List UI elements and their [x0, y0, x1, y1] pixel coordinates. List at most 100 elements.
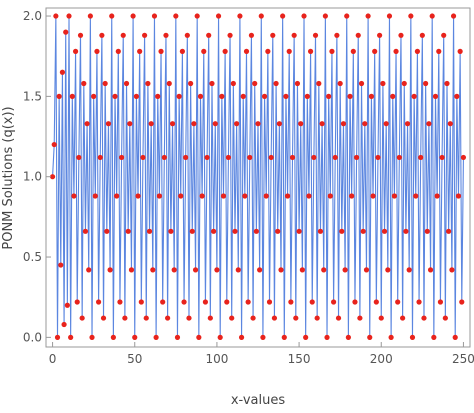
data-point	[191, 121, 197, 127]
data-point	[455, 193, 462, 199]
data-point	[119, 154, 125, 161]
data-point	[97, 154, 103, 161]
data-point	[95, 299, 102, 305]
data-point	[128, 267, 135, 273]
data-point	[450, 13, 457, 19]
data-point	[459, 299, 465, 305]
plot-frame	[45, 7, 471, 348]
data-point	[401, 80, 407, 87]
data-point	[331, 299, 337, 305]
data-point	[284, 193, 291, 199]
data-point	[127, 121, 133, 127]
series-line-layer	[52, 16, 464, 338]
data-point	[64, 302, 70, 308]
data-point	[84, 121, 90, 127]
data-point	[71, 193, 77, 199]
data-point	[327, 193, 333, 199]
y-tick-label: 0.0	[23, 330, 42, 344]
data-point	[72, 48, 79, 54]
data-point	[288, 299, 294, 305]
y-axis-label: PONM Solutions (q(x))	[1, 106, 16, 249]
data-point	[120, 32, 126, 38]
data-point	[316, 80, 322, 87]
x-tick-label: 250	[452, 352, 474, 366]
data-point	[278, 267, 284, 273]
data-point	[375, 154, 381, 161]
data-point	[298, 121, 304, 127]
data-point	[112, 93, 118, 99]
data-point	[303, 334, 309, 340]
data-point	[123, 80, 130, 87]
data-point	[360, 228, 366, 234]
data-point	[178, 193, 184, 199]
data-point	[77, 32, 84, 38]
data-point	[76, 154, 82, 161]
data-point	[202, 299, 209, 305]
data-point	[449, 267, 455, 273]
data-point	[219, 93, 225, 99]
data-point	[188, 80, 194, 87]
data-point	[370, 193, 376, 199]
data-point	[372, 48, 378, 54]
data-point	[115, 48, 121, 54]
data-point	[69, 93, 75, 99]
data-point	[275, 228, 281, 234]
data-point	[245, 299, 251, 305]
data-point	[388, 334, 394, 340]
data-point	[273, 80, 279, 87]
data-point	[286, 48, 292, 54]
data-point	[161, 154, 167, 161]
data-point	[437, 299, 444, 305]
data-point	[385, 267, 391, 273]
data-point	[176, 93, 182, 99]
y-tick-label: 1.0	[23, 170, 42, 184]
data-point	[204, 154, 210, 161]
data-point	[53, 13, 59, 19]
data-point	[225, 154, 232, 161]
data-point	[363, 267, 370, 273]
data-point	[184, 32, 190, 38]
data-point	[400, 315, 406, 321]
data-point	[192, 267, 199, 273]
data-point	[252, 80, 258, 87]
data-point	[452, 334, 458, 340]
data-point	[206, 32, 212, 38]
data-point	[79, 315, 85, 321]
data-point	[61, 321, 67, 328]
data-point	[186, 315, 192, 321]
data-point	[347, 93, 353, 99]
data-point	[100, 315, 107, 321]
data-point	[160, 299, 166, 305]
data-point	[59, 69, 66, 75]
data-point	[429, 13, 435, 19]
data-point	[125, 228, 131, 234]
data-point	[224, 299, 230, 305]
data-point	[253, 228, 259, 234]
data-point	[386, 13, 393, 19]
data-point	[207, 315, 213, 321]
data-point	[344, 13, 350, 19]
data-point	[214, 267, 220, 273]
data-point	[51, 141, 57, 148]
data-point	[156, 193, 162, 199]
data-point	[189, 228, 195, 234]
data-point	[117, 299, 123, 305]
data-point	[377, 32, 383, 38]
data-point	[92, 193, 98, 199]
data-point	[217, 334, 223, 340]
data-point	[250, 315, 256, 321]
data-point	[263, 193, 269, 199]
data-point	[349, 193, 355, 199]
data-point	[171, 267, 177, 273]
data-point	[332, 154, 338, 161]
data-point	[194, 13, 200, 19]
data-point	[354, 154, 360, 161]
data-point	[419, 32, 425, 38]
data-point	[416, 299, 422, 305]
plot-border	[45, 7, 471, 348]
data-point	[442, 315, 448, 321]
data-point	[395, 299, 401, 305]
data-point	[137, 48, 143, 54]
data-point	[168, 228, 174, 234]
data-point	[265, 48, 271, 54]
